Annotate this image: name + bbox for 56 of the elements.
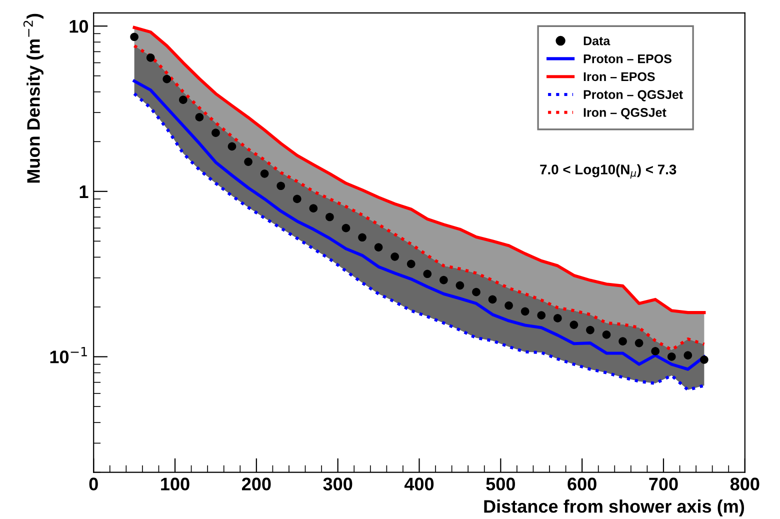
point [195, 113, 204, 122]
point [618, 337, 627, 346]
point [684, 351, 692, 360]
point [178, 96, 188, 104]
point [504, 301, 513, 310]
y-axis-title: Muon Density (m$^{−2}$) [23, 14, 44, 183]
legend-label: Iron – EPOS [584, 72, 655, 82]
legend-label: Iron – QGSJet [584, 108, 666, 120]
x-tick-label: 400 [404, 478, 434, 490]
point [406, 260, 416, 268]
legend-label: Data [584, 36, 610, 46]
x-tick-label: 500 [486, 478, 515, 490]
point [537, 311, 546, 320]
point [260, 170, 269, 178]
legend-label: Proton – QGSJet [584, 90, 683, 102]
point [700, 355, 708, 364]
x-tick-label: 800 [730, 478, 760, 490]
x-tick-label: 100 [161, 478, 190, 490]
point [634, 338, 644, 348]
point [456, 281, 464, 290]
point [228, 142, 236, 151]
x-tick-label: 600 [568, 478, 596, 490]
legend-label: Proton – EPOS [584, 54, 672, 64]
point [374, 243, 383, 252]
point [342, 224, 350, 232]
point [651, 347, 660, 356]
y-tick-label: 1 [80, 186, 88, 198]
y-tick-label: 10$^{−1}$ [50, 347, 87, 364]
point [309, 204, 318, 212]
x-tick-label: 0 [89, 478, 98, 490]
x-tick-label: 300 [323, 478, 352, 490]
point [570, 320, 578, 329]
point [130, 32, 138, 42]
point [276, 182, 286, 190]
y-tick-label: 10 [70, 20, 88, 33]
point [212, 128, 220, 138]
x-tick-label: 200 [242, 478, 271, 490]
point [146, 53, 155, 62]
point [423, 270, 432, 278]
point [244, 158, 252, 166]
point [586, 326, 594, 334]
x-tick-label: 700 [649, 478, 678, 490]
point [553, 314, 562, 322]
x-axis-title: Distance from shower axis (m) [484, 500, 744, 516]
point [358, 233, 366, 242]
point [488, 295, 497, 304]
point [472, 288, 480, 296]
point [292, 194, 302, 204]
point [667, 352, 676, 361]
point [326, 212, 334, 222]
point [440, 276, 448, 284]
point [390, 252, 399, 261]
point [162, 74, 172, 84]
point [520, 307, 530, 316]
point [602, 330, 611, 339]
annotation: 7.0 < Log10(N$_{μ}$) < 7.3 [540, 164, 676, 179]
